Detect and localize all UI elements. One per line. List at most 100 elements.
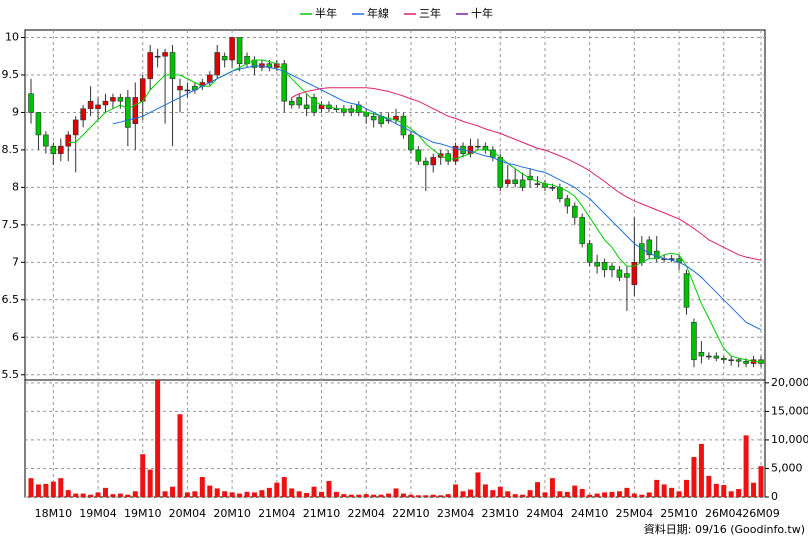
volume-bar (520, 494, 526, 497)
volume-bar (594, 493, 600, 497)
volume-bar (691, 457, 697, 497)
candle-body (281, 63, 288, 102)
candle-body (728, 359, 735, 362)
candle-body (549, 187, 556, 189)
candle-body (691, 321, 697, 361)
candle-body (519, 179, 526, 188)
candle-body (720, 357, 727, 361)
volume-bar (65, 490, 71, 497)
volume-bar (758, 466, 764, 497)
y-tick-label: 7 (12, 255, 19, 268)
candle-body (534, 183, 541, 185)
candle-body (50, 145, 57, 154)
volume-bar (423, 495, 429, 497)
volume-bar (88, 494, 94, 497)
candle-body (408, 134, 414, 151)
volume-bar (624, 487, 630, 497)
volume-bar (579, 489, 585, 497)
volume-bar (400, 493, 406, 497)
x-tick-label: 20M04 (169, 507, 207, 520)
volume-bar (125, 494, 131, 497)
x-tick-label: 26M09 (742, 507, 780, 520)
candle-body (616, 269, 623, 278)
y-tick-label: 8 (12, 180, 19, 193)
candle-body (214, 52, 221, 76)
volume-bar (170, 486, 176, 497)
volume-bar (117, 493, 123, 497)
volume-bar (102, 487, 108, 497)
candle-body (415, 149, 422, 162)
y2-tick-label: 15,000 (771, 404, 808, 417)
candle-body (504, 179, 511, 184)
volume-bar (289, 488, 295, 497)
volume-bar (751, 482, 757, 497)
candle-body (571, 205, 578, 218)
volume-bar (251, 492, 257, 497)
volume-bar (28, 478, 34, 497)
candle-body (65, 134, 72, 147)
volume-bar (80, 493, 86, 497)
volume-bar (490, 490, 496, 497)
volume-bar (386, 493, 392, 497)
x-tick-label: 24M10 (571, 507, 609, 520)
candle-body (221, 55, 228, 61)
volume-bar (616, 491, 622, 497)
y-tick-label: 6.5 (2, 293, 20, 306)
volume-bar (475, 472, 481, 497)
volume-bar (371, 494, 377, 497)
volume-bar (378, 494, 384, 497)
candle-body (72, 119, 79, 136)
volume-bar (214, 488, 220, 497)
y-tick-label: 9.5 (2, 68, 20, 81)
volume-panel (24, 379, 766, 498)
candle-body (557, 187, 563, 199)
volume-bar (728, 491, 734, 497)
x-tick-label: 18M10 (35, 507, 73, 520)
x-tick-label: 25M04 (616, 507, 654, 520)
volume-bar (348, 494, 354, 497)
y2-tick-label: 20,000 (771, 376, 808, 389)
volume-bar (713, 483, 719, 497)
volume-bar (445, 494, 451, 497)
candle-body (475, 145, 481, 148)
x-tick-label: 22M10 (392, 507, 430, 520)
candle-body (95, 104, 101, 109)
volume-bar (527, 490, 533, 497)
volume-bar (184, 492, 190, 497)
candle-body (80, 108, 86, 121)
volume-bar (43, 483, 49, 497)
y-tick-label: 7.5 (2, 218, 20, 231)
volume-bar (229, 492, 235, 497)
y-tick-label: 10 (5, 30, 19, 43)
volume-bar (35, 484, 41, 497)
volume-bar (587, 494, 593, 497)
candle-body (370, 115, 377, 121)
x-tick-label: 23M10 (482, 507, 520, 520)
volume-bar (706, 475, 712, 497)
volume-bar (155, 380, 161, 497)
volume-bar (356, 494, 362, 497)
candle-body (177, 85, 183, 91)
volume-bar (177, 414, 183, 497)
volume-bar (140, 454, 146, 497)
volume-bar (281, 477, 287, 497)
candle-body (236, 37, 243, 65)
volume-bar (467, 489, 473, 497)
candle-body (639, 243, 645, 263)
volume-bar (482, 484, 488, 497)
x-tick-label: 22M04 (347, 507, 385, 520)
volume-bar (557, 491, 563, 497)
footer: 資料日期: 09/16 (Goodinfo.tw) (644, 522, 805, 536)
y-tick-label: 6 (12, 330, 19, 343)
volume-bar (311, 486, 317, 497)
volume-bar (535, 482, 541, 497)
x-tick-label: 23M04 (437, 507, 475, 520)
candle-body (303, 104, 310, 109)
candle-body (110, 97, 116, 102)
legend-label: 年線 (367, 6, 389, 20)
volume-bar (408, 494, 414, 497)
candle-body (102, 100, 109, 106)
candle-body (586, 243, 593, 263)
volume-bar (572, 485, 578, 497)
